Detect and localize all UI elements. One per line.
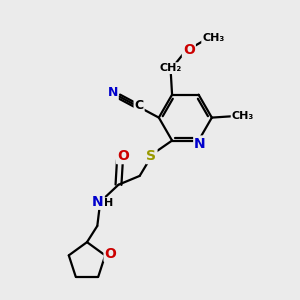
Text: H: H (104, 198, 113, 208)
Text: C: C (134, 99, 144, 112)
Text: N: N (194, 136, 206, 151)
Text: S: S (146, 149, 157, 163)
Text: O: O (105, 247, 116, 261)
Text: O: O (183, 43, 195, 57)
Text: N: N (107, 86, 118, 99)
Text: O: O (117, 149, 129, 163)
Text: N: N (92, 195, 104, 209)
Text: CH₂: CH₂ (160, 63, 182, 73)
Text: CH₃: CH₃ (202, 33, 224, 43)
Text: CH₃: CH₃ (232, 110, 254, 121)
